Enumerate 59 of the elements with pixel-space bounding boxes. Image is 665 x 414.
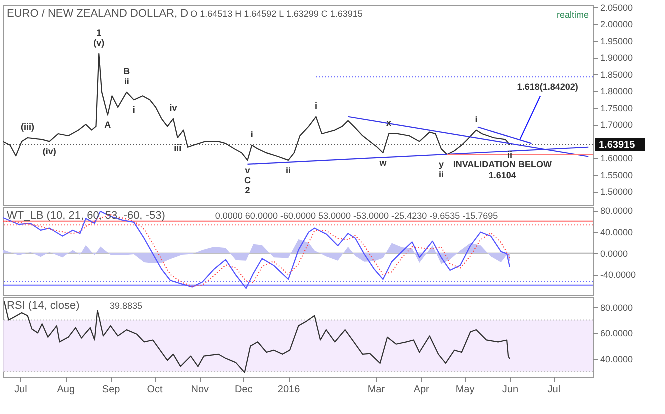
x-tick-label: Apr xyxy=(414,384,430,396)
annotation: C xyxy=(244,175,252,186)
chart-subtitle: 39.8835 xyxy=(110,301,143,311)
annotation: (iv) xyxy=(42,146,56,157)
annotation: i xyxy=(475,114,478,124)
chart-title: RSI (14, close) xyxy=(7,300,80,312)
annotation: ii xyxy=(124,76,130,86)
annotation: iii xyxy=(174,143,182,153)
y-tick-label: 40.0000 xyxy=(600,354,634,364)
x-tick-label: Jul xyxy=(548,384,561,396)
y-tick-label: 80.0000 xyxy=(600,302,634,313)
annotation: ii xyxy=(438,170,444,180)
x-tick-label: Sep xyxy=(102,384,121,396)
y-tick-label: 1.55000 xyxy=(600,170,634,180)
y-tick-label: 1.75000 xyxy=(600,103,634,114)
ref-line-label: 1.63915 xyxy=(599,140,636,151)
x-tick-label: Dec xyxy=(234,384,253,396)
y-tick-label: 1.90000 xyxy=(600,53,634,64)
annotation: (v) xyxy=(94,38,105,48)
x-tick-label: May xyxy=(456,384,475,396)
y-tick-label: 1.95000 xyxy=(600,36,634,46)
y-tick-label: 1.60000 xyxy=(600,154,634,164)
y-tick-label: 2.00000 xyxy=(600,20,634,30)
annotation: 1 xyxy=(96,28,102,38)
annotation: ii xyxy=(286,165,292,176)
y-tick-label: 80.0000 xyxy=(600,206,634,216)
y-tick-label: 1.50000 xyxy=(600,187,634,198)
chart-subtitle: 0.0000 60.0000 -60.0000 53.0000 -53.0000 -25.4230 -9.6535 -15.7695 xyxy=(215,211,498,221)
y-tick-label: 1.85000 xyxy=(600,70,634,80)
annotation: realtime xyxy=(556,10,589,20)
annotation: (iii) xyxy=(21,122,35,132)
annotation: i xyxy=(250,129,254,140)
x-tick-label: Nov xyxy=(191,384,210,396)
annotation: i xyxy=(132,105,136,116)
annotation: B xyxy=(124,66,131,76)
y-tick-label: -40.0000 xyxy=(600,270,636,280)
x-tick-label: Mar xyxy=(368,384,386,396)
y-tick-label: 40.0000 xyxy=(600,228,634,238)
y-tick-label: 0.0000 xyxy=(600,248,628,259)
annotation: INVALIDATION BELOW 1.6104 xyxy=(453,160,553,181)
x-tick-label: Jul xyxy=(14,384,28,396)
y-tick-label: 1.70000 xyxy=(600,120,634,130)
annotation: i xyxy=(314,100,318,111)
x-tick-label: Aug xyxy=(57,384,76,396)
annotation: v xyxy=(245,165,250,176)
x-tick-label: 2016 xyxy=(278,384,301,396)
annotation: A xyxy=(104,120,112,130)
annotation: w xyxy=(378,158,388,168)
x-tick-label: Jun xyxy=(502,384,519,396)
chart-subtitle: O 1.64513 H 1.64592 L 1.63299 C 1.63915 xyxy=(190,9,363,19)
y-tick-label: 2.05000 xyxy=(600,2,634,13)
x-tick-label: Oct xyxy=(147,384,164,396)
annotation: 1.618(1.84202) xyxy=(517,82,578,92)
annotation: y xyxy=(438,160,444,170)
chart-title: EURO / NEW ZEALAND DOLLAR, D xyxy=(7,8,189,20)
annotation: iv xyxy=(170,102,178,113)
y-tick-label: 60.0000 xyxy=(600,328,634,339)
y-tick-label: 1.80000 xyxy=(600,86,634,97)
annotation: 2 xyxy=(245,185,250,196)
